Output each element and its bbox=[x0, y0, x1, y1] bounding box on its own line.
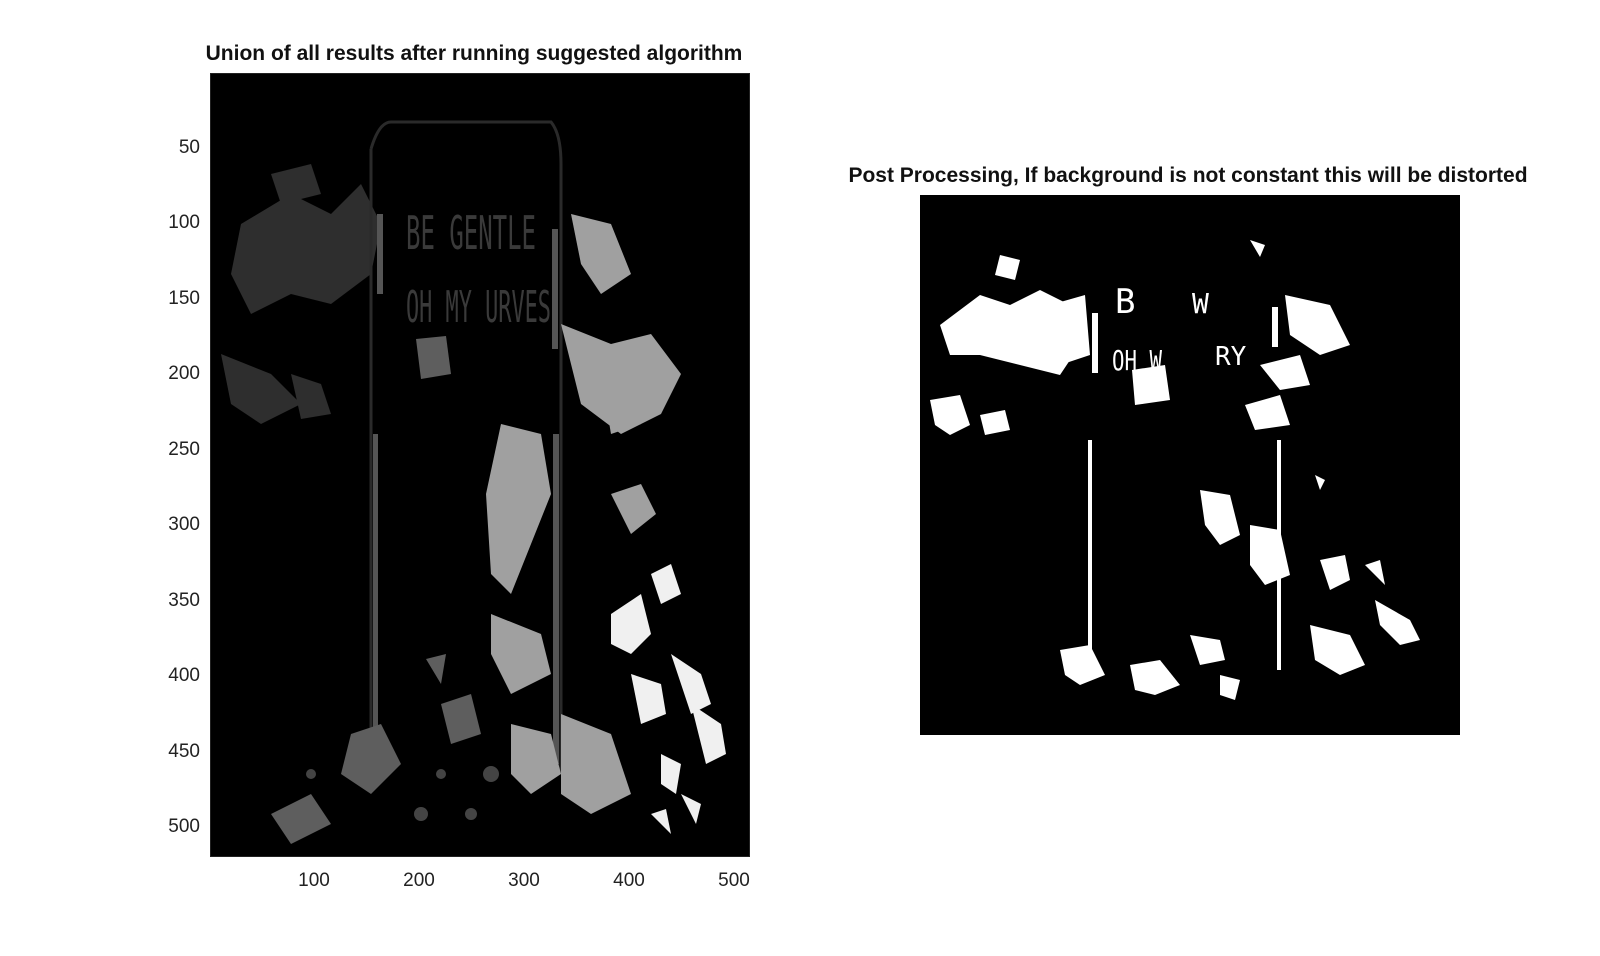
y-tick-label: 300 bbox=[168, 514, 200, 535]
left-segmentation-image: BE GENTLE OH MY URVES bbox=[221, 120, 726, 844]
sign-text-line1: BE GENTLE bbox=[406, 206, 536, 260]
sign-fragment-ry: RY bbox=[1215, 342, 1247, 372]
sign-fragment-b: B bbox=[1115, 282, 1135, 322]
x-tick-label: 500 bbox=[718, 870, 750, 891]
y-tick-label: 150 bbox=[168, 288, 200, 309]
y-tick-label: 50 bbox=[178, 137, 200, 158]
right-image-axes: B W OH W RY bbox=[920, 195, 1460, 735]
y-tick-label: 400 bbox=[168, 665, 200, 686]
right-axes-title: Post Processing, If background is not co… bbox=[848, 164, 1528, 187]
y-tick-label: 500 bbox=[168, 816, 200, 837]
y-tick-label: 350 bbox=[168, 590, 200, 611]
left-image-axes: BE GENTLE OH MY URVES bbox=[210, 73, 750, 857]
y-tick-label: 250 bbox=[168, 439, 200, 460]
x-tick-label: 300 bbox=[508, 870, 540, 891]
x-tick-label: 200 bbox=[403, 870, 435, 891]
y-tick-label: 450 bbox=[168, 741, 200, 762]
sign-text-line2: OH MY URVES bbox=[406, 282, 551, 333]
x-tick-label: 100 bbox=[298, 870, 330, 891]
sign-fragment-w: W bbox=[1192, 287, 1209, 320]
y-tick-label: 200 bbox=[168, 363, 200, 384]
y-tick-label: 100 bbox=[168, 212, 200, 233]
x-tick-label: 400 bbox=[613, 870, 645, 891]
sign-fragment-ohw: OH W bbox=[1112, 344, 1162, 377]
left-axes-title: Union of all results after running sugge… bbox=[205, 42, 743, 65]
right-postprocessed-image: B W OH W RY bbox=[930, 240, 1420, 700]
